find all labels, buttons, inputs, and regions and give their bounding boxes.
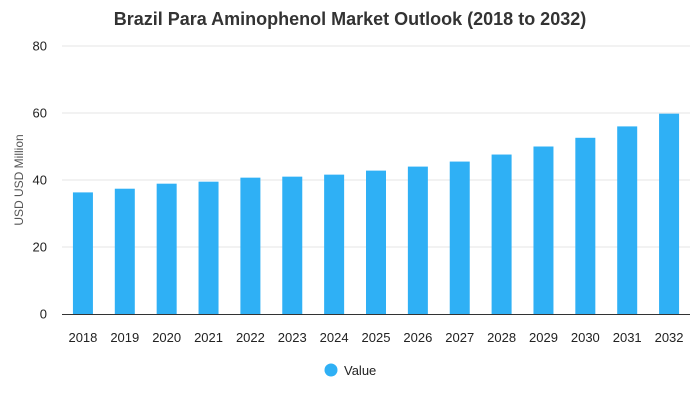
bars	[72, 113, 680, 315]
x-tick-label: 2027	[445, 330, 474, 345]
x-axis-ticks: 2018 2019 2020 2021 2022 2023 2024 2025 2026 2027…	[68, 330, 683, 345]
bar-2024[interactable]	[324, 174, 345, 314]
legend[interactable]: Value	[324, 363, 377, 378]
x-tick-label: 2022	[236, 330, 265, 345]
bar-2021[interactable]	[198, 181, 219, 314]
x-tick-label: 2020	[152, 330, 181, 345]
y-axis-ticks: 0 20 40 60 80	[33, 39, 47, 322]
x-tick-label: 2023	[278, 330, 307, 345]
bar-2030[interactable]	[575, 137, 596, 314]
bar-2025[interactable]	[366, 170, 386, 314]
y-tick-label: 40	[33, 173, 47, 188]
bar-2019[interactable]	[114, 188, 135, 314]
x-tick-label: 2031	[613, 330, 642, 345]
x-tick-label: 2025	[362, 330, 391, 345]
legend-label: Value	[344, 363, 376, 378]
y-axis-title: USD USD Million	[12, 134, 26, 225]
bar-2018[interactable]	[72, 192, 93, 314]
x-tick-label: 2019	[110, 330, 139, 345]
x-tick-label: 2029	[529, 330, 558, 345]
bar-2031[interactable]	[617, 126, 638, 315]
x-tick-label: 2018	[68, 330, 97, 345]
chart-title: Brazil Para Aminophenol Market Outlook (…	[114, 9, 586, 29]
x-tick-label: 2021	[194, 330, 223, 345]
bar-2029[interactable]	[533, 146, 554, 315]
bar-2023[interactable]	[282, 176, 303, 314]
y-tick-label: 0	[40, 307, 47, 322]
x-tick-label: 2030	[571, 330, 600, 345]
y-tick-label: 80	[33, 39, 47, 54]
bar-2028[interactable]	[491, 154, 512, 314]
y-tick-label: 60	[33, 106, 47, 121]
bar-2026[interactable]	[407, 166, 428, 314]
x-tick-label: 2032	[655, 330, 684, 345]
bar-2027[interactable]	[449, 161, 470, 314]
x-tick-label: 2028	[487, 330, 516, 345]
bar-2020[interactable]	[156, 183, 177, 314]
bar-2032[interactable]	[659, 113, 680, 314]
legend-swatch-icon	[324, 363, 338, 377]
x-tick-label: 2026	[403, 330, 432, 345]
y-tick-label: 20	[33, 240, 47, 255]
x-tick-label: 2024	[320, 330, 349, 345]
bar-2022[interactable]	[240, 177, 261, 314]
